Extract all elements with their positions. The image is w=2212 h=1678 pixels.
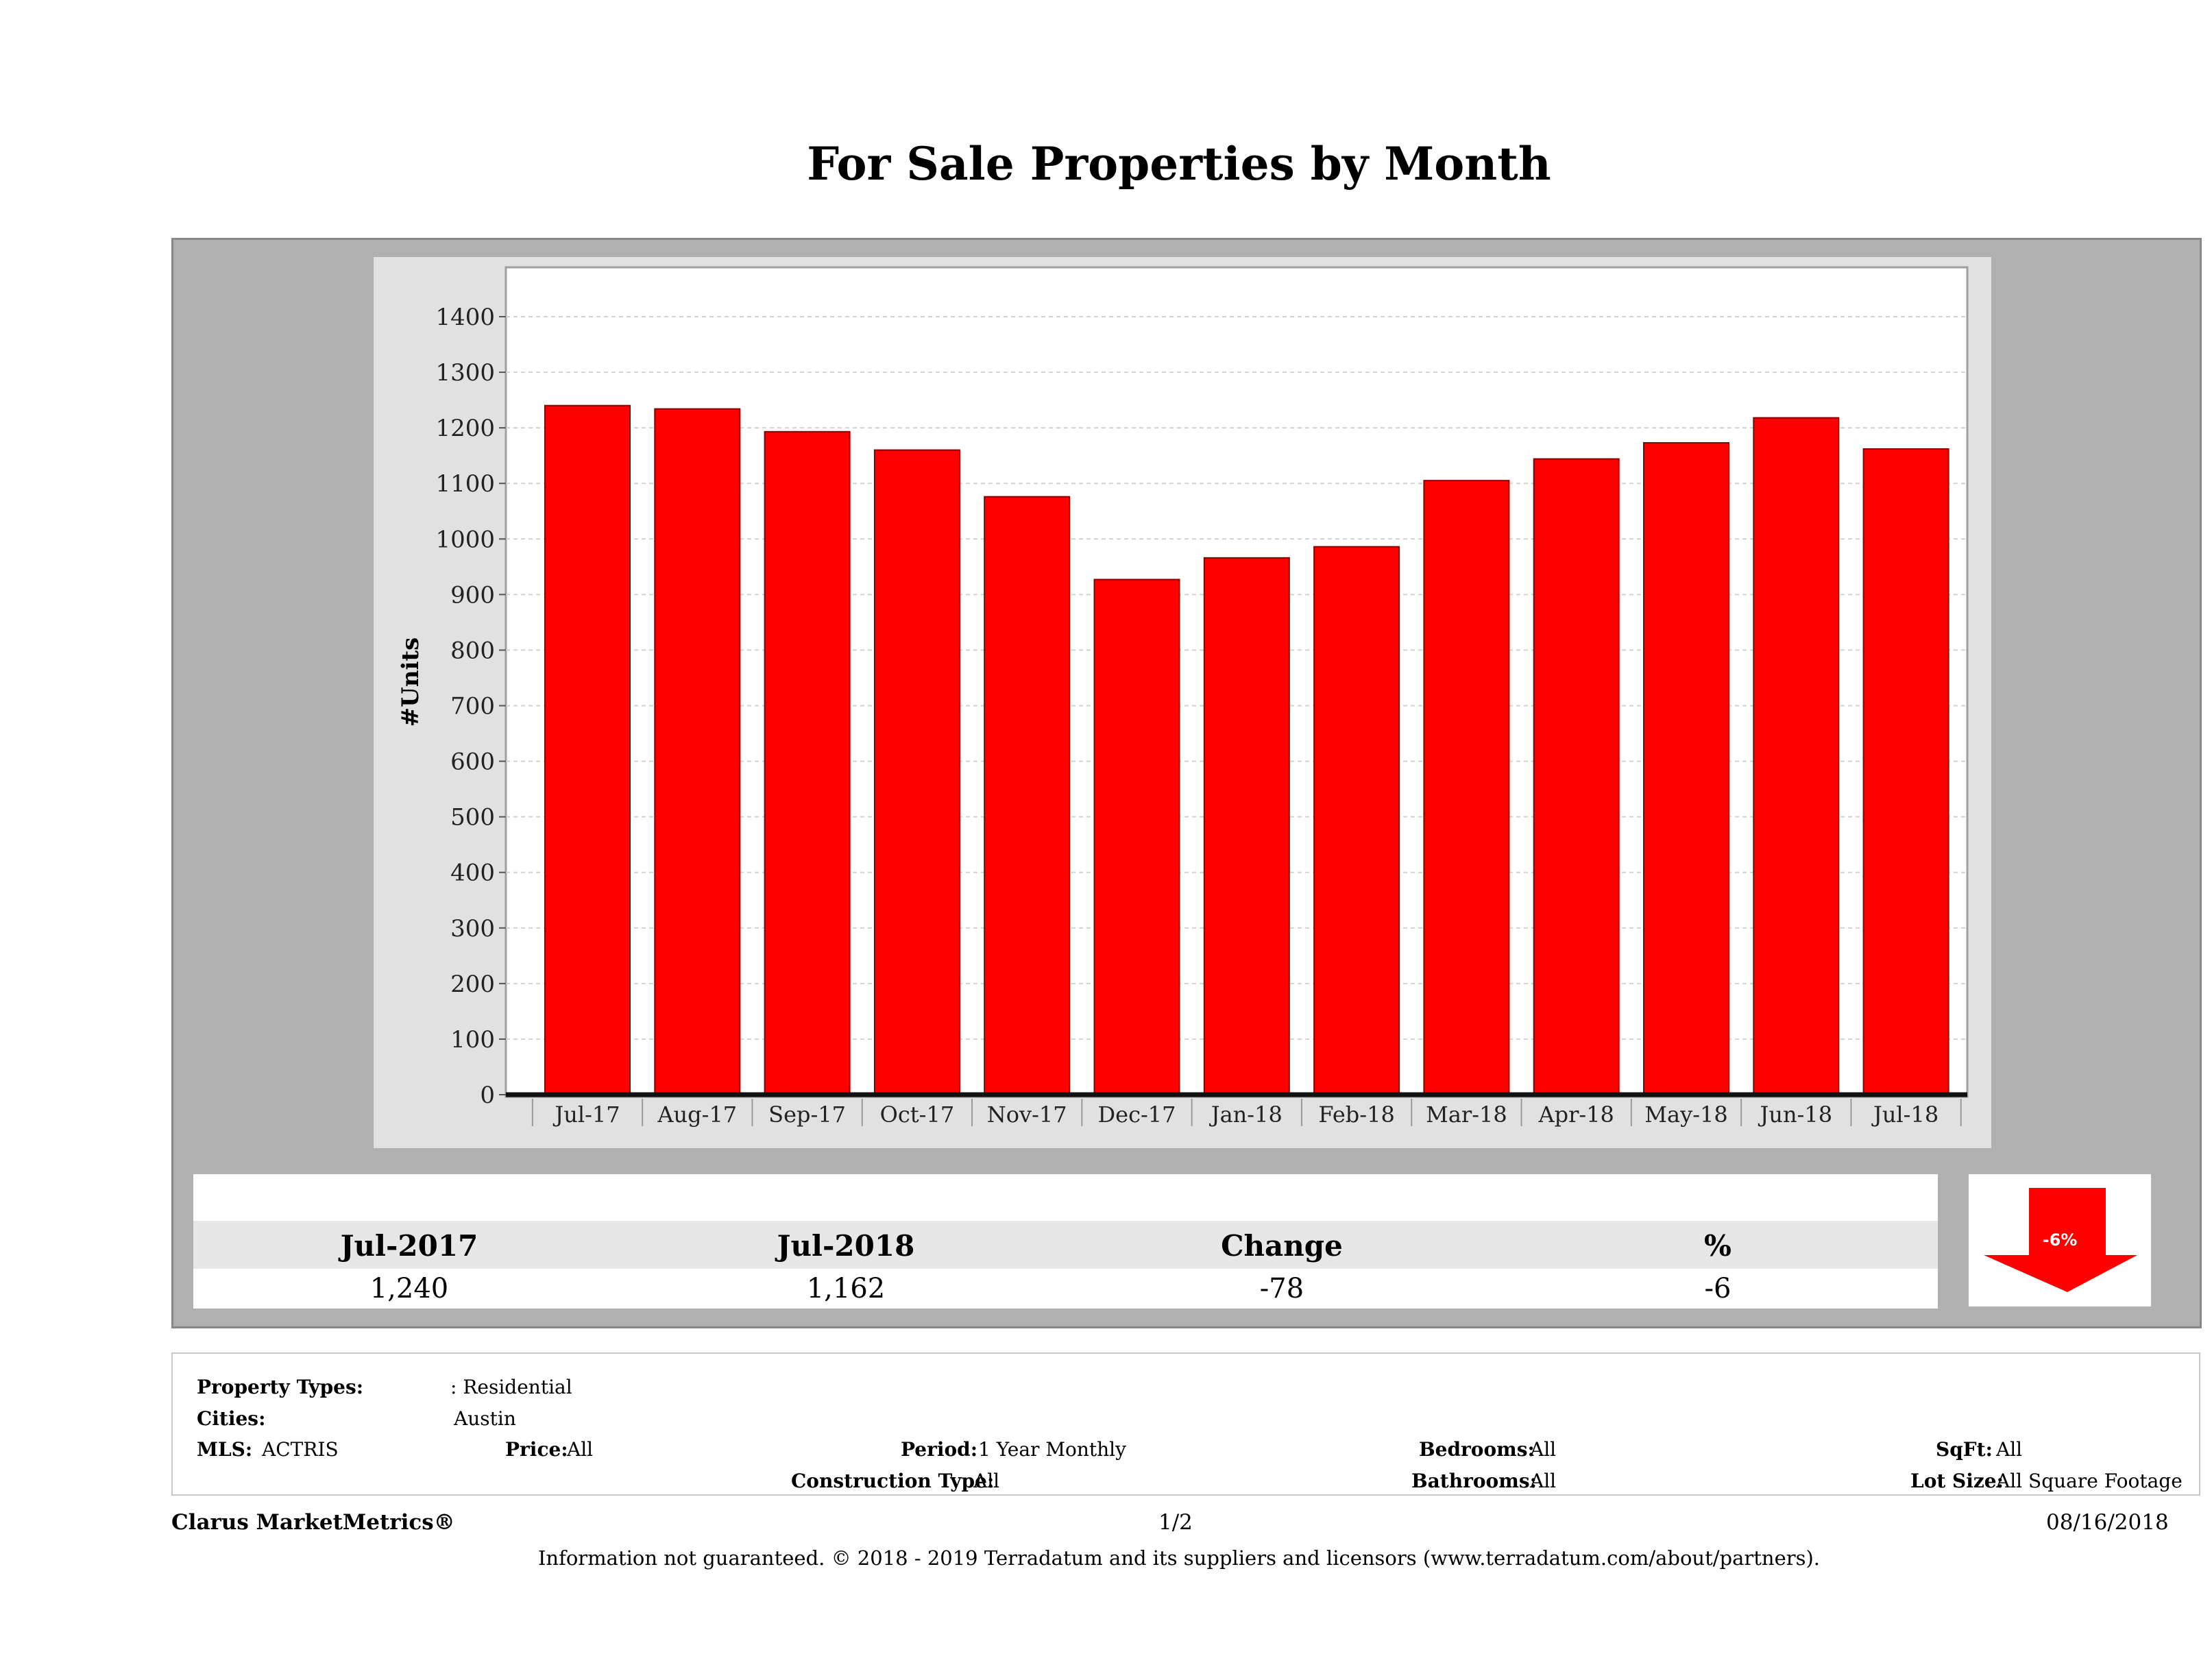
y-tick-label: 1300 (435, 359, 495, 387)
summary-label-change: Change (1221, 1229, 1343, 1263)
filter-value-sqft: All (1996, 1438, 2023, 1461)
footer-page-number: 1/2 (1158, 1510, 1193, 1535)
bar-chart: 0 100 200 300 400 500 600 700 800 900 1000 1100 1200… (397, 266, 1969, 1128)
y-tick-label: 100 (450, 1026, 495, 1054)
filter-label-sqft: SqFt: (1936, 1438, 1993, 1461)
bar (544, 404, 631, 1095)
x-tick-label: Mar-18 (1426, 1102, 1507, 1128)
filter-label-bedrooms: Bedrooms: (1419, 1438, 1535, 1461)
y-tick-label: 200 (450, 971, 495, 998)
y-axis-title: #Units (397, 637, 424, 727)
footer-disclaimer: Information not guaranteed. © 2018 - 201… (537, 1546, 1821, 1570)
summary-spacer-row (193, 1174, 1938, 1221)
x-tick-label: Sep-17 (768, 1102, 846, 1128)
summary-value-end: 1,162 (806, 1273, 886, 1304)
bar (1093, 579, 1180, 1096)
summary-value-percent: -6 (1704, 1273, 1731, 1304)
down-arrow-icon (1984, 1188, 2137, 1292)
filter-value-construction: All (973, 1470, 1000, 1492)
summary-labels-row: Jul-2017 Jul-2018 Change % (193, 1221, 1938, 1269)
filter-value-bedrooms: All (1530, 1438, 1557, 1461)
x-tick-label: Jan-18 (1209, 1102, 1283, 1128)
report-filters: Property Types: : Residential Cities: Au… (171, 1352, 2200, 1496)
filter-label-cities: Cities: (197, 1407, 266, 1430)
summary-label-percent: % (1704, 1229, 1731, 1263)
bar (654, 408, 741, 1096)
chart-panel: 0 100 200 300 400 500 600 700 800 900 1000 1100 1200… (374, 257, 1991, 1148)
y-tick-label: 400 (450, 860, 495, 887)
filter-label-construction: Construction Type: (791, 1470, 995, 1492)
y-tick-label: 500 (450, 804, 495, 831)
x-tick-label: May-18 (1644, 1102, 1727, 1128)
summary-value-change: -78 (1259, 1273, 1304, 1304)
bar (984, 496, 1071, 1095)
filter-label-lot-size: Lot Size: (1910, 1470, 2004, 1492)
bar (1313, 546, 1400, 1095)
filter-value-property-types: : Residential (450, 1376, 572, 1398)
x-tick-label: Jul-18 (1871, 1102, 1938, 1128)
bar (1862, 448, 1949, 1095)
y-tick-label: 1400 (435, 304, 495, 331)
x-tick-label: Feb-18 (1318, 1102, 1394, 1128)
summary-label-end: Jul-2018 (777, 1229, 915, 1263)
y-tick-label: 1200 (435, 415, 495, 442)
x-tick-label: Jun-18 (1758, 1102, 1833, 1128)
x-tick-label: Dec-17 (1097, 1102, 1176, 1128)
x-tick-label: Jul-17 (552, 1102, 620, 1128)
filter-value-mls: ACTRIS (262, 1438, 339, 1461)
filter-value-bathrooms: All (1530, 1470, 1557, 1492)
y-tick-label: 300 (450, 915, 495, 943)
y-tick-label: 900 (450, 581, 495, 609)
filter-value-period: 1 Year Monthly (978, 1438, 1126, 1461)
filter-value-price: All (567, 1438, 594, 1461)
x-tick-label: Aug-17 (657, 1102, 737, 1128)
footer-date: 08/16/2018 (2046, 1510, 2169, 1535)
summary-value-start: 1,240 (369, 1273, 449, 1304)
filter-label-price: Price: (505, 1438, 568, 1461)
change-indicator: -6% (1969, 1174, 2151, 1306)
change-indicator-label: -6% (2042, 1230, 2078, 1250)
bar (1643, 442, 1729, 1095)
x-tick-label: Oct-17 (880, 1102, 955, 1128)
bar (1753, 417, 1840, 1096)
x-tick-label: Nov-17 (987, 1102, 1067, 1128)
y-tick-label: 1000 (435, 526, 495, 553)
summary-values-row: 1,240 1,162 -78 -6 (193, 1269, 1938, 1309)
bar (873, 449, 960, 1096)
filter-value-cities: Austin (454, 1407, 516, 1430)
y-tick-label: 700 (450, 693, 495, 720)
bar (1423, 480, 1510, 1095)
filter-label-mls: MLS: (197, 1438, 253, 1461)
bar (1533, 458, 1620, 1095)
x-tick-label: Apr-18 (1538, 1102, 1614, 1128)
filter-label-property-types: Property Types: (197, 1376, 364, 1398)
filter-value-lot-size: All Square Footage (1996, 1470, 2183, 1492)
summary-label-start: Jul-2017 (340, 1229, 478, 1263)
y-tick-label: 600 (450, 749, 495, 776)
bar (764, 430, 851, 1095)
y-tick-label: 800 (450, 637, 495, 664)
y-tick-label: 1100 (435, 470, 495, 498)
footer-brand: Clarus MarketMetrics® (171, 1510, 455, 1535)
filter-label-period: Period: (901, 1438, 978, 1461)
filter-label-bathrooms: Bathrooms: (1411, 1470, 1537, 1492)
bar (1203, 557, 1290, 1096)
page-title: For Sale Properties by Month (807, 137, 1551, 191)
y-tick-label: 0 (480, 1082, 495, 1109)
